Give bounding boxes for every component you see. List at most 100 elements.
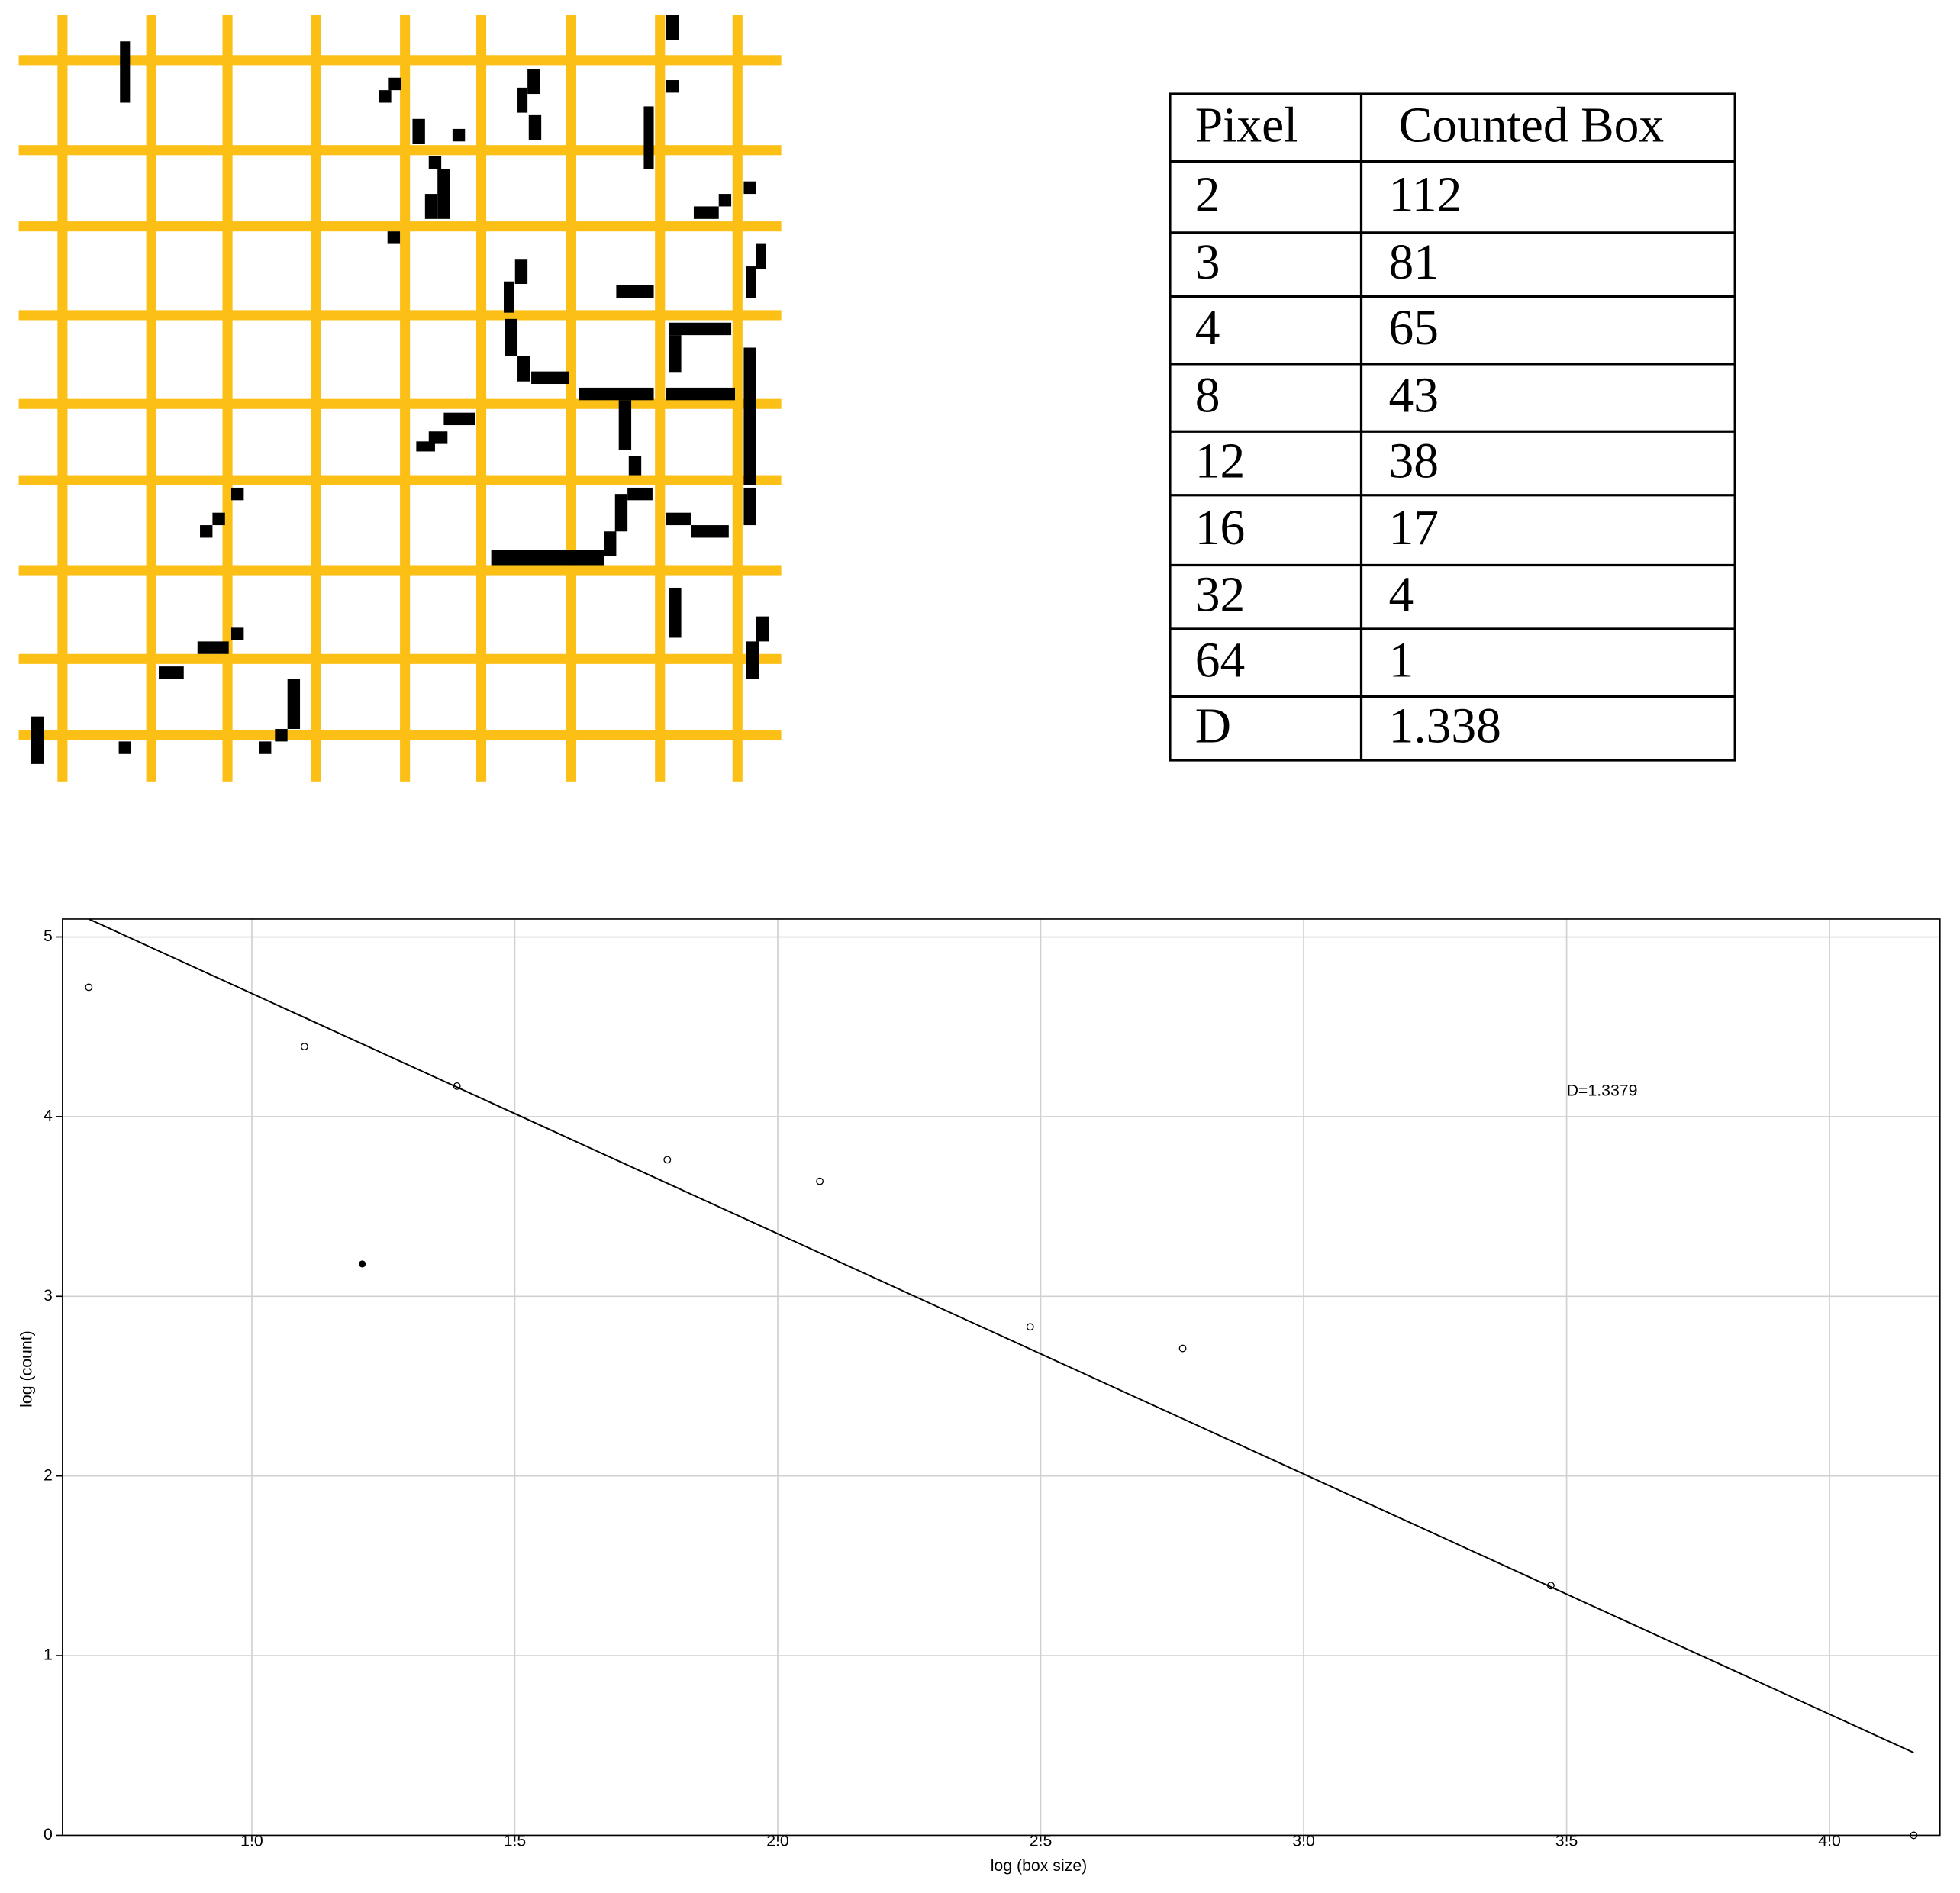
y-tick-label: 1 [44,1646,53,1664]
pixel [743,487,756,526]
pixel [443,412,475,426]
table-border [1169,92,1736,762]
grid-bar [18,221,782,232]
cell: 17 [1389,501,1439,556]
pixel [666,15,679,40]
cell: 64 [1195,634,1246,689]
plot-frame [62,918,1941,1837]
pixel [616,285,654,298]
x-tick-label: 1.0 [240,1831,263,1849]
pixel [428,156,442,169]
pixel [614,494,628,532]
pixel [517,356,530,382]
point [1910,1831,1918,1840]
pixel [387,231,401,244]
point [816,1177,824,1185]
pixel [197,641,229,654]
pixel [118,741,131,754]
cell: 1.338 [1389,699,1501,754]
cell: 81 [1389,235,1439,290]
pixel [531,371,569,385]
pixel [669,322,732,336]
point [1178,1344,1187,1353]
cell: 4 [1389,568,1414,623]
pixel [424,194,438,219]
pixel [120,63,131,103]
grid-bar [18,145,782,156]
pixel [528,114,542,140]
point [359,1260,366,1268]
cell: 65 [1389,301,1439,356]
y-tick-label: 4 [44,1107,53,1125]
pixel [514,259,528,284]
x-tick-label: 2.5 [1030,1831,1053,1849]
grid-bar [57,15,68,782]
cell: 43 [1389,368,1439,423]
point [1546,1582,1555,1590]
grid-bar [18,653,782,664]
pixel [31,716,44,764]
grid-bar [18,565,782,576]
grid-bar [18,475,782,485]
pixel [287,679,301,730]
x-tick-label: 4.0 [1818,1831,1841,1849]
point [663,1156,672,1164]
x-tick-label: 2.0 [766,1831,789,1849]
pixel [491,550,604,566]
pixel [693,206,719,219]
fit-line [88,918,1914,1754]
point [1026,1323,1034,1331]
pixel [669,587,682,638]
grid-bar [222,15,233,782]
pixel [628,456,642,476]
grid-bar [655,15,666,782]
pixel [618,400,632,450]
grid-bar [400,15,411,782]
grid-bar [732,15,743,782]
pixel [718,194,732,207]
chart: 1.0 1.5 2.0 2.5 3.0 3.5 4.0 0 1 2 3 4 5 log (box size… [18,918,1941,1875]
cell: 4 [1195,301,1220,356]
pixel [212,512,225,526]
pixel [527,69,540,95]
x-tick-label: 3.0 [1292,1831,1315,1849]
pixel [666,387,735,401]
pixel [666,512,691,526]
table: Pixel Counted Box 2 112 3 81 4 65 8 43 12 38 16 17 32 4… [1169,92,1736,762]
yellow-grid [18,15,782,782]
pixel [666,80,679,93]
pixel [120,41,131,64]
pixel [437,169,450,219]
pixel [579,387,654,401]
y-tick-label: 5 [44,927,53,945]
pixel [388,77,401,91]
cell: 32 [1195,568,1246,623]
pixel [517,87,528,113]
grid-bar [475,15,487,782]
pixel [504,281,514,313]
pixel [428,431,448,444]
cell: 112 [1389,167,1462,222]
box-grid-image [18,15,782,782]
pixel [412,118,425,144]
x-tick-label: 1.5 [504,1831,527,1849]
pixel [379,90,392,103]
pixel [200,525,213,538]
pixel [230,487,244,501]
cell: 38 [1389,434,1439,489]
grid-bar [311,15,321,782]
pixel [275,729,288,742]
cell: 12 [1195,434,1246,489]
y-tick-label: 0 [44,1825,53,1843]
pixels [31,15,769,764]
pixel [416,441,435,452]
pixel [452,128,466,142]
cell: 2 [1195,167,1220,222]
grid-bar [18,398,782,409]
pixel [691,525,729,538]
pixel [230,627,244,640]
cell: 16 [1195,501,1246,556]
cell: D [1195,699,1231,754]
pixel [756,243,766,269]
